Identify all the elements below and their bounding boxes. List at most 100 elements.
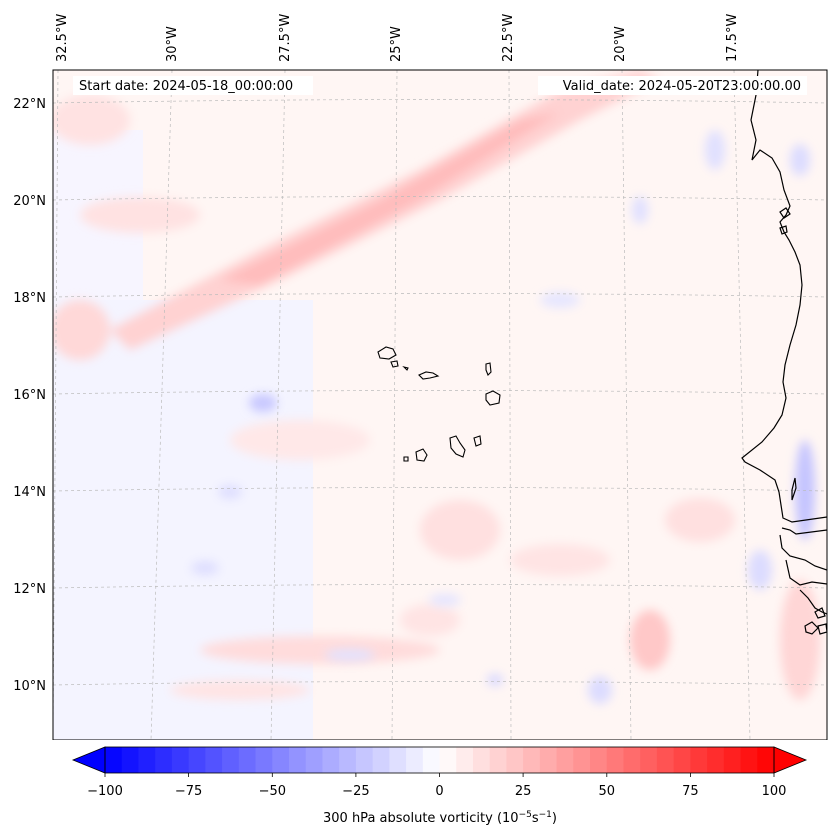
colorbar-tick: 25 [515,773,531,799]
island-santo-antao [377,346,397,360]
vorticity-field [53,70,827,740]
colorbar-segment [439,747,457,773]
lat-label: 22°N [13,97,46,112]
positive-blob [230,420,370,460]
colorbar-extend-max [773,746,808,774]
date-label-background [73,76,313,95]
cape-verde-islands [377,346,501,462]
colorbar-segment [472,747,491,773]
positive-blob [665,498,735,542]
colorbar-segment [523,747,541,773]
lat-label: 20°N [13,194,46,209]
colorbar-tick-label: −50 [259,784,286,799]
lat-label: 14°N [13,485,46,500]
colorbar-segment [372,747,390,773]
colorbar-segment [389,747,407,773]
negative-blob [632,196,648,224]
lon-label: 17.5°W [725,14,740,62]
colorbar-segment [623,747,641,773]
negative-blob [790,144,810,176]
colorbar-segment [305,747,324,773]
island-boa-vista [485,390,501,406]
colorbar-segment [121,747,140,773]
colorbar: −100 −75 −50 −25 0 25 50 75 [71,746,808,826]
island-santiago [449,435,466,458]
colorbar-segment [539,747,558,773]
african-coastline [741,70,827,635]
colorbar-segment [422,747,441,773]
colorbar-tick-label: 100 [762,784,787,799]
longitude-labels: 32.5°W 30°W 27.5°W 25°W 22.5°W 20°W 17.5… [55,14,740,62]
lon-label: 27.5°W [278,14,293,62]
meridian-line [733,70,751,740]
colorbar-segment [640,747,658,773]
lon-label: 25°W [389,26,404,62]
colorbar-segment [322,747,340,773]
colorbar-segment [188,747,206,773]
colorbar-tick: −50 [259,773,286,799]
colorbar-tick-label: −25 [342,784,369,799]
coastline-path [817,623,827,635]
positive-blob [53,95,130,145]
colorbar-segment [255,747,273,773]
positive-blob [510,544,610,576]
graticule [53,70,827,740]
island-sal [485,362,492,376]
island-santa-luzia [402,365,409,371]
colorbar-segment [489,747,508,773]
colorbar-segment [272,747,290,773]
negative-blob [191,561,219,575]
colorbar-segment [757,747,775,773]
colorbar-segment [171,747,190,773]
lon-label: 30°W [165,26,180,62]
latitude-labels: 22°N 20°N 18°N 16°N 14°N 12°N 10°N [13,97,46,694]
colorbar-tick-label: −100 [87,784,123,799]
start-date-label: Start date: 2024-05-18_00:00:00 [79,79,293,94]
colorbar-segment [138,747,156,773]
coastline-path [785,559,827,586]
positive-blob [420,500,500,560]
positive-band [220,112,560,285]
lon-label: 22.5°W [501,14,516,62]
negative-blob [705,130,725,170]
date-label-background [538,76,807,95]
colorbar-tick: −100 [87,773,123,799]
positive-blob [400,604,460,636]
colorbar-tick: 75 [682,773,699,799]
valid-date-label: Valid_date: 2024-05-20T23:00:00.00 [563,79,801,94]
colorbar-segment [740,747,758,773]
colorbar-segment [673,747,691,773]
colorbar-segment [155,747,173,773]
negative-blob [249,394,277,412]
parallel-line [53,681,827,686]
colorbar-segment [590,747,608,773]
colorbar-segment [606,747,625,773]
meridian-line [508,70,512,740]
island-sao-nicolau [418,371,440,380]
colorbar-segment [339,747,357,773]
coastline-path [804,621,819,635]
negative-blob [748,550,772,590]
coastline-path [779,534,827,571]
colorbar-segment [288,747,307,773]
coastline-path [779,225,788,235]
negative-blob [218,485,242,499]
colorbar-tick: 100 [762,773,787,799]
coastline-path [781,527,827,535]
vorticity-map: Start date: 2024-05-18_00:00:00 Valid_da… [13,14,828,740]
negative-blob [429,594,461,606]
colorbar-segment [573,747,591,773]
parallel-line [53,584,827,589]
lon-label: 32.5°W [55,14,70,62]
colorbar-title-end: ) [552,811,557,826]
colorbar-tick-label: −75 [175,784,202,799]
positive-blob [780,580,820,700]
island-maio [473,435,482,447]
colorbar-segment [406,747,424,773]
colorbar-title: 300 hPa absolute vorticity (10−5s−1) [323,810,557,826]
parallel-line [53,390,827,395]
colorbar-segment [456,747,474,773]
colorbar-segment [723,747,742,773]
meridian-line [621,70,632,740]
parallel-line [53,99,827,104]
